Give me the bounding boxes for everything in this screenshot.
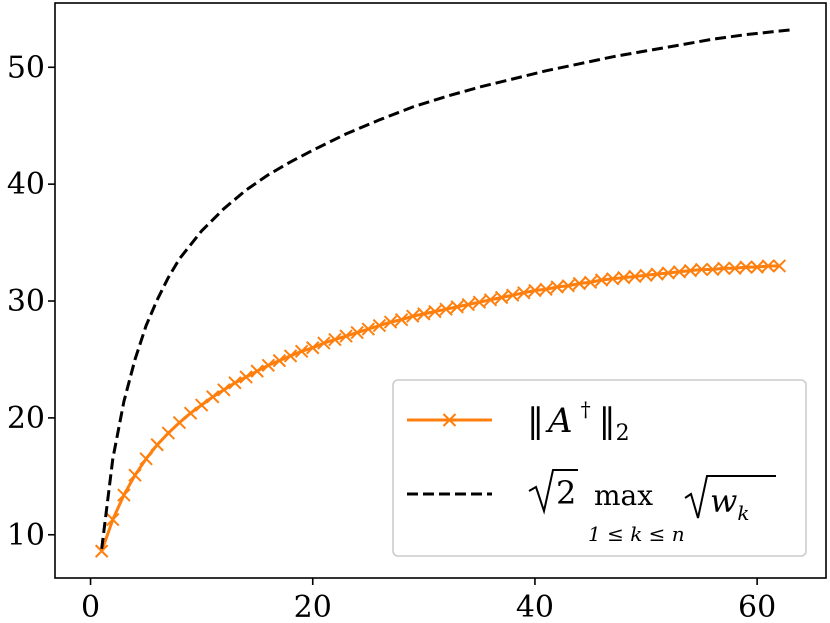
data-point-marker [639, 268, 653, 283]
legend-sqrt-var: wk [710, 482, 750, 525]
data-point-marker [194, 398, 209, 412]
data-point-marker [750, 260, 764, 274]
data-point-marker [539, 282, 553, 297]
y-tick-label: 50 [7, 50, 45, 85]
x-tick-label: 0 [81, 590, 100, 623]
data-point-marker [628, 269, 642, 284]
data-point-marker [228, 376, 242, 390]
data-point-marker [672, 265, 687, 279]
data-point-marker [106, 512, 120, 527]
data-point-marker [150, 438, 164, 452]
data-point-marker [450, 300, 464, 314]
data-point-marker [283, 349, 298, 363]
legend: ‖ A † ‖2 2 max 1 ≤ k ≤ n wk [392, 379, 807, 557]
sqrt-radical-icon [684, 475, 776, 519]
y-tick-label: 20 [7, 401, 45, 436]
data-point-marker [550, 280, 564, 294]
legend-label-norm: ‖ A † ‖2 [527, 397, 630, 446]
data-point-marker [328, 332, 342, 347]
y-tick-label: 40 [7, 167, 45, 202]
legend-sqrt-arg: 2 [556, 474, 576, 512]
data-point-marker [306, 341, 320, 355]
sqrt-radical-icon [528, 469, 578, 515]
data-point-marker [94, 544, 109, 558]
data-point-marker [506, 288, 520, 302]
data-point-marker [717, 261, 731, 276]
legend-x-marker [442, 413, 457, 427]
data-point-marker [461, 297, 475, 312]
data-point-marker [605, 272, 620, 286]
data-point-marker [350, 325, 364, 340]
data-point-marker [472, 295, 487, 309]
y-tick-label: 30 [7, 284, 45, 319]
data-point-marker [172, 415, 187, 430]
axis-ticks: 0 20 40 60 10 20 30 40 50 [7, 50, 776, 623]
data-point-marker [428, 304, 442, 319]
legend-max-range: 1 ≤ k ≤ n [588, 522, 685, 546]
data-point-marker [250, 364, 264, 378]
data-point-marker [739, 260, 753, 274]
data-point-marker [561, 279, 575, 293]
data-point-marker [128, 468, 142, 482]
data-point-marker [694, 262, 709, 277]
plot-frame [54, 2, 827, 579]
data-point-marker [239, 370, 253, 384]
data-point-marker [728, 261, 742, 276]
data-point-marker [206, 390, 220, 404]
data-point-marker [406, 309, 420, 323]
legend-max-operator: max [594, 479, 653, 512]
data-point-marker [372, 318, 387, 333]
data-point-marker [417, 307, 431, 321]
x-tick-label: 20 [294, 590, 332, 623]
data-point-marker [494, 290, 509, 305]
data-point-marker [217, 383, 231, 397]
data-point-marker [650, 267, 664, 281]
data-point-marker [272, 353, 287, 368]
data-point-marker [439, 302, 453, 316]
legend-entry-sqrt-max: 2 max 1 ≤ k ≤ n wk [407, 469, 776, 546]
data-point-marker [139, 452, 153, 466]
data-point-marker [261, 358, 276, 373]
data-point-marker [361, 322, 375, 336]
data-point-marker [572, 276, 587, 291]
data-point-marker [761, 259, 775, 273]
data-point-marker [617, 270, 631, 285]
data-point-marker [161, 426, 176, 440]
legend-box [392, 379, 807, 557]
data-point-marker [594, 273, 609, 287]
series-line-1 [100, 28, 791, 549]
data-point-marker [317, 336, 331, 350]
data-point-marker [339, 329, 353, 343]
data-point-marker [294, 344, 309, 358]
legend-entry-norm: ‖ A † ‖2 [407, 397, 630, 446]
data-point-marker [528, 283, 542, 298]
data-point-marker [183, 406, 198, 420]
data-point-marker [483, 293, 498, 307]
data-point-marker [394, 313, 409, 327]
data-point-marker [117, 488, 131, 502]
x-tick-label: 60 [738, 590, 776, 623]
data-point-marker [683, 263, 698, 278]
x-tick-label: 40 [516, 590, 554, 623]
data-point-marker [517, 286, 531, 300]
data-point-marker [383, 315, 398, 329]
data-point-marker [583, 275, 598, 290]
plot-area [94, 28, 791, 558]
data-point-marker [705, 262, 720, 277]
data-point-marker [772, 259, 787, 273]
y-tick-label: 10 [7, 518, 45, 553]
data-point-marker [661, 266, 675, 280]
